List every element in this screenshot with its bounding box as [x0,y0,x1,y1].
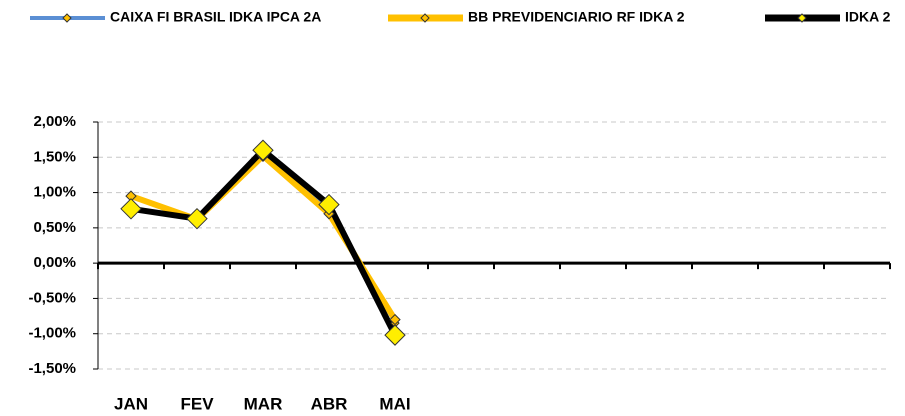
y-tick-label: 0,50% [33,219,76,236]
legend-marker [62,13,72,23]
y-tick-label: 0,00% [33,254,76,271]
legend-label: BB PREVIDENCIARIO RF IDKA 2 [468,9,685,25]
series-line [130,147,398,337]
x-tick-label: FEV [180,394,214,413]
series-line [130,152,398,322]
x-tick-label: ABR [311,394,348,413]
marker [252,139,274,161]
y-tick-label: 1,00% [33,184,76,201]
y-tick-label: -0,50% [28,289,76,306]
y-tick-label: 1,50% [33,148,76,165]
y-tick-label: -1,50% [28,360,76,377]
legend-marker [420,13,430,23]
x-tick-label: JAN [114,394,148,413]
y-tick-label: -1,00% [28,325,76,342]
marker [318,193,340,216]
legend-label: IDKA 2 [845,9,891,25]
marker [384,324,406,346]
legend-label: CAIXA FI BRASIL IDKA IPCA 2A [110,9,321,25]
y-tick-label: 2,00% [33,113,76,130]
x-tick-label: MAR [244,394,283,413]
marker [120,198,142,220]
legend-marker [797,13,807,23]
x-tick-label: MAI [379,394,410,413]
marker [186,207,208,230]
